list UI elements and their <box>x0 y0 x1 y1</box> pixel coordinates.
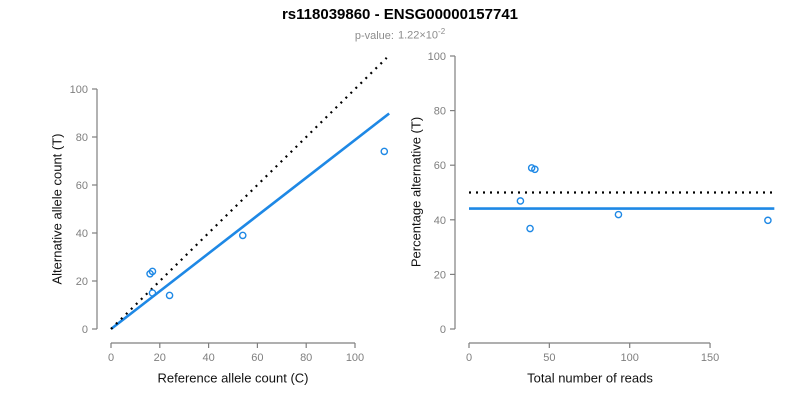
data-point <box>764 216 772 225</box>
x-tick-label: 60 <box>251 352 263 364</box>
y-tick-label: 100 <box>428 51 446 63</box>
plot-allele-counts: 0 20 40 60 80 100 0 20 40 60 80 100 <box>70 57 390 364</box>
data-point <box>614 210 623 219</box>
y-tick-label: 40 <box>76 228 88 240</box>
y-tick-label: 100 <box>70 84 88 96</box>
y-tick-label: 20 <box>434 269 446 281</box>
left-yaxis-title: Alternative allele count (T) <box>49 133 65 285</box>
y-tick-label: 60 <box>76 180 88 192</box>
x-tick-label: 0 <box>108 352 114 364</box>
y-tick-label: 80 <box>76 132 88 144</box>
right-yaxis-title: Percentage alternative (T) <box>408 116 424 268</box>
fit-line <box>110 112 390 331</box>
x-tick-label: 80 <box>300 352 312 364</box>
data-point <box>148 289 157 297</box>
y-tick-label: 0 <box>440 324 446 336</box>
data-point <box>165 291 174 300</box>
pvalue-value: 1.22×10 <box>397 29 439 42</box>
y-tick-label: 60 <box>434 160 446 172</box>
y-tick-label: 40 <box>434 215 446 227</box>
x-tick-label: 40 <box>202 352 214 364</box>
x-tick-label: 100 <box>621 352 639 364</box>
y-tick-label: 80 <box>434 106 446 118</box>
x-tick-label: 20 <box>154 352 166 364</box>
x-tick-label: 100 <box>346 352 364 364</box>
pvalue-label: p-value: <box>354 29 394 42</box>
plot-title: rs118039860 - ENSG00000157741 <box>281 6 519 23</box>
x-tick-label: 50 <box>543 352 555 364</box>
y-tick-label: 20 <box>76 276 88 288</box>
left-xaxis-title: Reference allele count (C) <box>157 370 309 386</box>
data-point <box>531 165 539 174</box>
data-point <box>148 267 157 276</box>
pvalue-exponent: -2 <box>438 27 446 36</box>
x-tick-label: 0 <box>466 352 472 364</box>
data-point <box>380 147 389 156</box>
data-point <box>238 231 247 240</box>
x-tick-label: 150 <box>701 352 719 364</box>
identity-line <box>110 57 388 330</box>
plot-subtitle: p-value: 1.22×10-2 <box>0 25 800 43</box>
data-point <box>526 224 534 233</box>
plot-percentage-vs-reads: 0 50 100 150 0 20 40 60 80 100 <box>428 51 775 364</box>
data-point <box>516 197 525 205</box>
y-tick-label: 0 <box>82 324 88 336</box>
right-xaxis-title: Total number of reads <box>527 370 653 386</box>
